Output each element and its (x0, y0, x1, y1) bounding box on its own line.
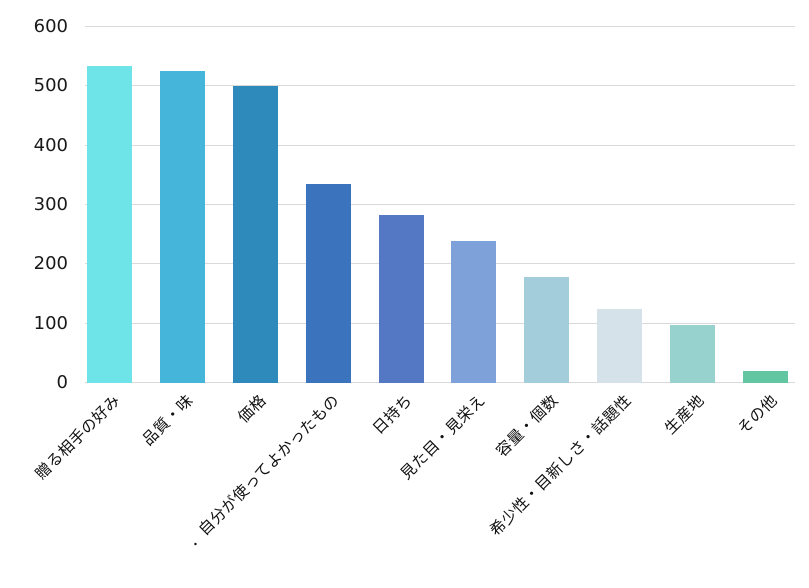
x-tick-label: 希少性・目新しさ・話題性 (486, 391, 635, 540)
y-tick-label: 200 (33, 253, 68, 275)
bar-slot (292, 27, 365, 383)
x-axis: 贈る相手の好み 品質・味 価格 ．自分が使ってよかったもの 日持ち 見た目・見栄え 容量・個… (32, 389, 802, 588)
x-tick-label: 日持ち (369, 391, 416, 438)
bar-slot (146, 27, 219, 383)
bar-slot (656, 27, 729, 383)
bar-slot (219, 27, 292, 383)
y-gridline (85, 204, 795, 205)
bar (524, 277, 570, 383)
bar-slot (438, 27, 511, 383)
bar-slot (583, 27, 656, 383)
y-gridline (85, 144, 795, 146)
y-tick-label: 100 (33, 312, 68, 334)
bar (451, 240, 497, 383)
y-tick-label: 400 (33, 134, 68, 156)
bar (159, 70, 205, 383)
y-axis: 0 100 200 300 400 500 600 (0, 16, 68, 393)
x-tick-label: その他 (733, 391, 781, 438)
bar-slot (365, 27, 438, 383)
bar (743, 370, 789, 383)
bar (378, 214, 424, 383)
bar-slot (73, 27, 146, 383)
x-tick-label: ．自分が使ってよかったもの (183, 391, 343, 551)
bar (86, 65, 132, 383)
x-tick-label: 贈る相手の好み (32, 391, 125, 484)
x-tick-label: 容量・個数 (492, 391, 562, 461)
bar (670, 325, 716, 383)
plot-area (73, 26, 802, 383)
bar-series (73, 27, 802, 383)
bar-slot (729, 27, 802, 383)
bar (305, 184, 351, 383)
bar-slot (510, 27, 583, 383)
y-gridline (85, 263, 795, 265)
y-tick-label: 500 (33, 75, 68, 97)
y-gridline (85, 85, 795, 87)
bar (597, 308, 643, 383)
x-tick-label: 生産地 (660, 391, 708, 438)
x-tick-label: 価格 (234, 391, 271, 427)
gridlines (73, 26, 802, 383)
y-gridline (85, 26, 795, 27)
y-gridline (85, 322, 795, 324)
y-tick-label: 0 (56, 372, 68, 393)
y-tick-label: 300 (33, 194, 68, 215)
y-gridline (85, 382, 795, 383)
x-tick-label: 品質・味 (139, 391, 198, 450)
y-tick-label: 600 (33, 16, 68, 37)
bar (232, 86, 278, 383)
